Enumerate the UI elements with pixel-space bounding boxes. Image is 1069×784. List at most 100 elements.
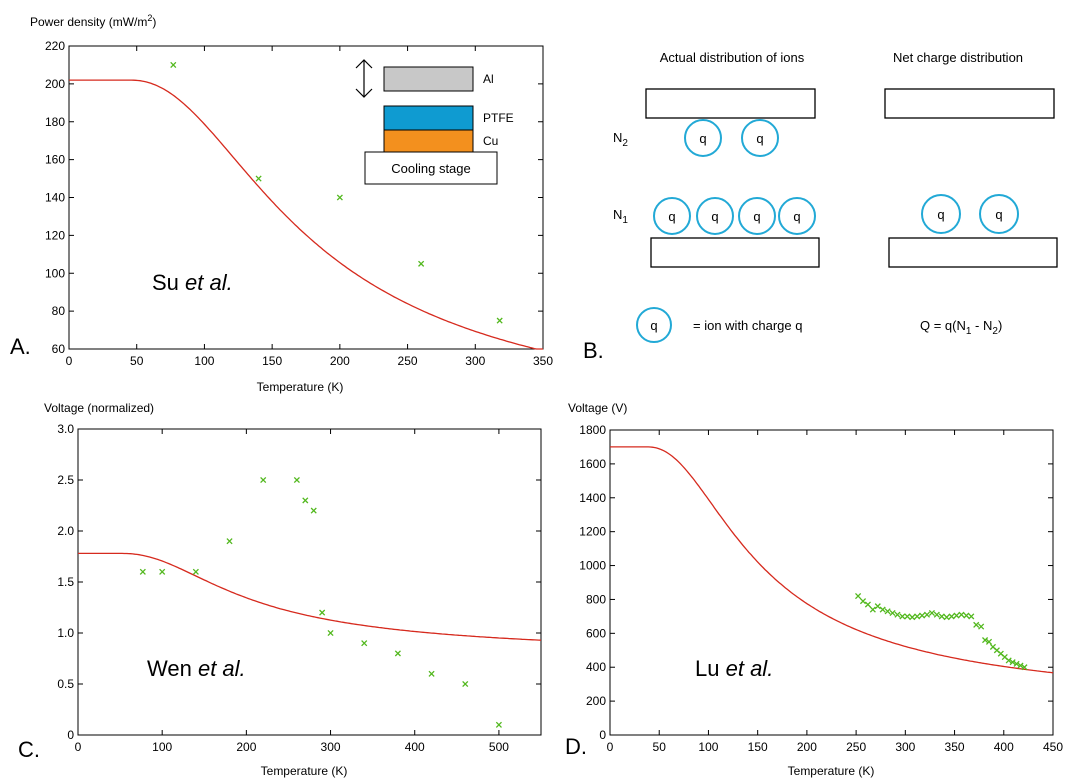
panel-b-diagram: Actual distribution of ions Net charge d… — [583, 50, 1058, 363]
x-tick-label: 500 — [489, 740, 509, 754]
x-tick-label: 300 — [321, 740, 341, 754]
data-point-marker — [361, 640, 368, 647]
data-point-marker — [909, 614, 916, 621]
y-tick-label: 0.5 — [57, 677, 74, 691]
data-point-marker — [1021, 664, 1028, 671]
panel-d-data-points — [855, 592, 1028, 671]
y-tick-label: 1.0 — [57, 626, 74, 640]
data-point-marker — [859, 598, 867, 605]
y-tick-label: 400 — [586, 660, 606, 674]
legend-ion-symbol: q — [650, 318, 657, 333]
ion-circle — [778, 197, 816, 235]
data-point-marker — [428, 670, 435, 677]
data-point-marker — [496, 317, 503, 324]
data-point-marker — [855, 592, 862, 600]
data-point-marker — [923, 611, 931, 618]
y-tick-label: 0 — [599, 728, 606, 742]
cu-label: Cu — [483, 134, 498, 148]
data-point-marker — [948, 613, 955, 620]
cu-layer — [383, 129, 474, 153]
y-tick-label: 1600 — [579, 457, 606, 471]
x-tick-label: 300 — [895, 740, 915, 754]
bottom-electrode-right — [888, 237, 1058, 268]
data-point-marker — [904, 613, 911, 620]
panel-a-y-axis-title: Power density (mW/m2) — [30, 13, 156, 29]
al-label: Al — [483, 72, 494, 86]
x-tick-label: 150 — [748, 740, 768, 754]
x-tick-label: 0 — [75, 740, 82, 754]
y-tick-label: 220 — [45, 39, 65, 53]
panel-d-y-ticks: 0 200 400 600 800 1000 1200 1400 1600 1800 — [579, 423, 1053, 742]
top-electrode-left — [645, 88, 816, 119]
panel-d-plot-frame — [609, 429, 1054, 736]
panel-c-y-axis-title: Voltage (normalized) — [44, 401, 154, 415]
data-point-marker — [874, 603, 881, 610]
data-point-marker — [139, 568, 146, 575]
data-point-marker — [889, 609, 896, 617]
panel-d-y-axis-title: Voltage (V) — [568, 401, 627, 415]
data-point-marker — [973, 621, 980, 628]
data-point-marker — [394, 650, 401, 657]
y-tick-label: 1200 — [579, 525, 606, 539]
net-distribution-title: Net charge distribution — [893, 50, 1023, 65]
data-point-marker — [958, 611, 965, 618]
panel-a-label: A. — [10, 334, 31, 359]
panel-d-annotation: Lu et al. — [695, 656, 773, 681]
bottom-electrode-left — [650, 237, 820, 268]
panel-c-x-ticks: 0 100 200 300 400 500 — [75, 429, 509, 754]
data-point-marker — [978, 623, 985, 630]
y-tick-label: 600 — [586, 626, 606, 640]
panel-a-x-ticks: 0 50 100 150 200 250 300 350 — [66, 46, 553, 368]
x-tick-label: 450 — [1043, 740, 1063, 754]
ion-symbol: q — [668, 209, 675, 224]
panel-c-chart: Voltage (normalized) 0 100 200 300 400 500 00… — [18, 401, 542, 778]
ion-circle — [979, 194, 1019, 234]
y-tick-label: 2.0 — [57, 524, 74, 538]
panel-a-annotation: Su et al. — [152, 270, 233, 295]
x-tick-label: 250 — [398, 354, 418, 368]
ion-symbol: q — [753, 209, 760, 224]
x-tick-label: 0 — [66, 354, 73, 368]
actual-distribution-title: Actual distribution of ions — [660, 50, 805, 65]
ion-row-n1: q q q q — [653, 197, 816, 235]
panel-a-data-points — [170, 61, 503, 324]
data-point-marker — [864, 601, 871, 608]
y-tick-label: 1000 — [579, 559, 606, 573]
data-point-marker — [1009, 659, 1016, 666]
x-tick-label: 350 — [945, 740, 965, 754]
x-tick-label: 200 — [236, 740, 256, 754]
x-tick-label: 50 — [130, 354, 144, 368]
panel-a-y-ticks: 60 80 100 120 140 160 180 200 220 — [45, 39, 543, 356]
arrow-down-head-icon — [355, 88, 373, 98]
panel-a-inset-diagram: Al PTFE Cu Cooling stage — [355, 59, 514, 185]
y-tick-label: 80 — [52, 304, 66, 318]
x-tick-label: 250 — [846, 740, 866, 754]
ion-symbol: q — [711, 209, 718, 224]
y-tick-label: 180 — [45, 115, 65, 129]
y-tick-label: 120 — [45, 228, 65, 242]
data-point-marker — [293, 476, 300, 484]
cooling-stage-label: Cooling stage — [391, 161, 471, 176]
data-point-marker — [928, 609, 935, 617]
ion-circle — [921, 194, 961, 234]
data-point-marker — [919, 612, 926, 619]
legend-text: = ion with charge q — [693, 318, 802, 333]
ion-symbol: q — [699, 131, 706, 146]
panel-c-x-axis-title: Temperature (K) — [261, 764, 348, 778]
ion-symbol: q — [937, 207, 944, 222]
y-tick-label: 1400 — [579, 491, 606, 505]
ion-row-net: q q — [921, 194, 1019, 234]
data-point-marker — [310, 507, 317, 514]
x-tick-label: 100 — [698, 740, 718, 754]
data-point-marker — [982, 637, 989, 644]
data-point-marker — [968, 613, 975, 620]
x-tick-label: 0 — [607, 740, 614, 754]
data-point-marker — [226, 538, 233, 545]
panel-a-x-axis-title: Temperature (K) — [257, 380, 344, 394]
ion-symbol: q — [793, 209, 800, 224]
data-point-marker — [192, 568, 199, 575]
data-point-marker — [899, 613, 906, 620]
panel-c-fit-curve — [78, 552, 542, 641]
y-tick-label: 1.5 — [57, 575, 74, 589]
ion-circle — [684, 119, 722, 157]
